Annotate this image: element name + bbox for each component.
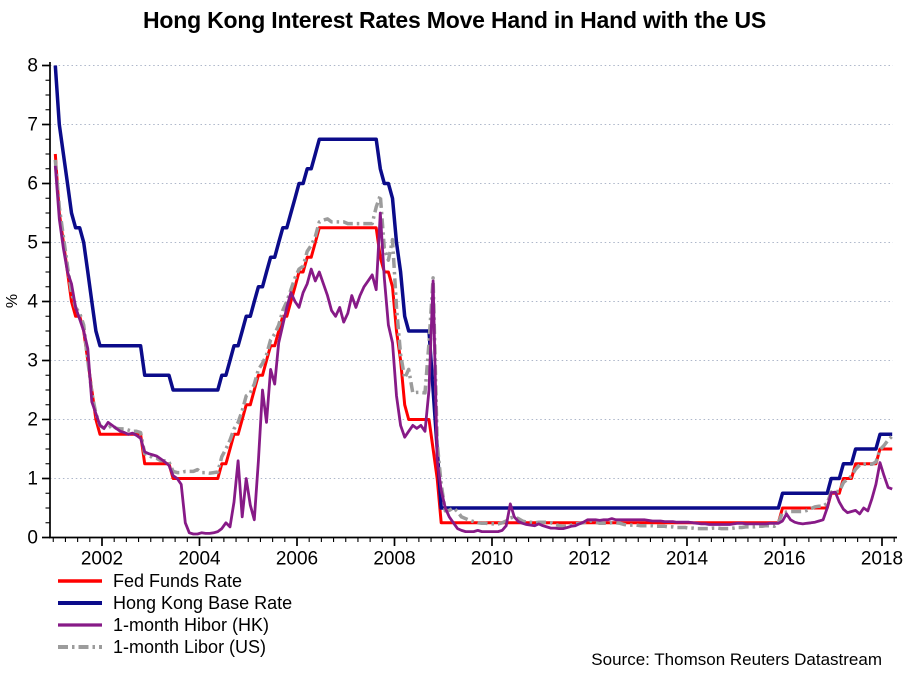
source-note: Source: Thomson Reuters Datastream	[591, 650, 882, 669]
y-tick-label: 0	[27, 528, 38, 549]
chart-title: Hong Kong Interest Rates Move Hand in Ha…	[142, 7, 766, 33]
legend-line-swatch	[58, 601, 102, 605]
legend-label: 1-month Libor (US)	[113, 636, 267, 657]
y-tick-label: 3	[27, 351, 38, 372]
x-tick-label: 2010	[471, 549, 513, 570]
legend-item-1-month-hibor-hk-: 1-month Hibor (HK)	[57, 614, 292, 636]
legend-item-fed-funds-rate: Fed Funds Rate	[57, 570, 292, 592]
y-tick-label: 2	[27, 410, 38, 431]
x-tick-label: 2006	[276, 549, 318, 570]
legend-item-1-month-libor-us-: 1-month Libor (US)	[57, 636, 292, 658]
y-tick-label: 7	[27, 115, 38, 136]
x-tick-label: 2014	[666, 549, 709, 570]
x-tick-label: 2012	[568, 549, 610, 570]
series-line-1-month-libor-us-	[53, 159, 894, 531]
legend: Fed Funds Rate Hong Kong Base Rate 1-month…	[57, 570, 292, 658]
legend-line-swatch	[58, 579, 102, 583]
legend-line-swatch	[58, 623, 102, 627]
y-tick-label: 6	[27, 174, 38, 195]
x-tick-label: 2016	[763, 549, 805, 570]
legend-label: 1-month Hibor (HK)	[113, 614, 270, 635]
y-tick-label: 4	[27, 292, 38, 313]
x-tick-label: 2004	[178, 549, 221, 570]
x-tick-label: 2002	[81, 549, 123, 570]
y-tick-label: 8	[27, 56, 38, 77]
legend-line-swatch	[58, 645, 102, 649]
y-tick-label: 1	[27, 469, 38, 490]
y-tick-label: 5	[27, 233, 38, 254]
series-line-hong-kong-base-rate	[53, 65, 893, 510]
x-tick-label: 2018	[861, 549, 903, 570]
y-axis-title: %	[4, 293, 22, 309]
series-line-1-month-hibor-hk-	[53, 165, 893, 536]
x-tick-label: 2008	[373, 549, 415, 570]
legend-item-hong-kong-base-rate: Hong Kong Base Rate	[57, 592, 292, 614]
legend-label: Fed Funds Rate	[113, 570, 243, 591]
series-line-fed-funds-rate	[53, 153, 893, 525]
legend-label: Hong Kong Base Rate	[113, 592, 293, 613]
